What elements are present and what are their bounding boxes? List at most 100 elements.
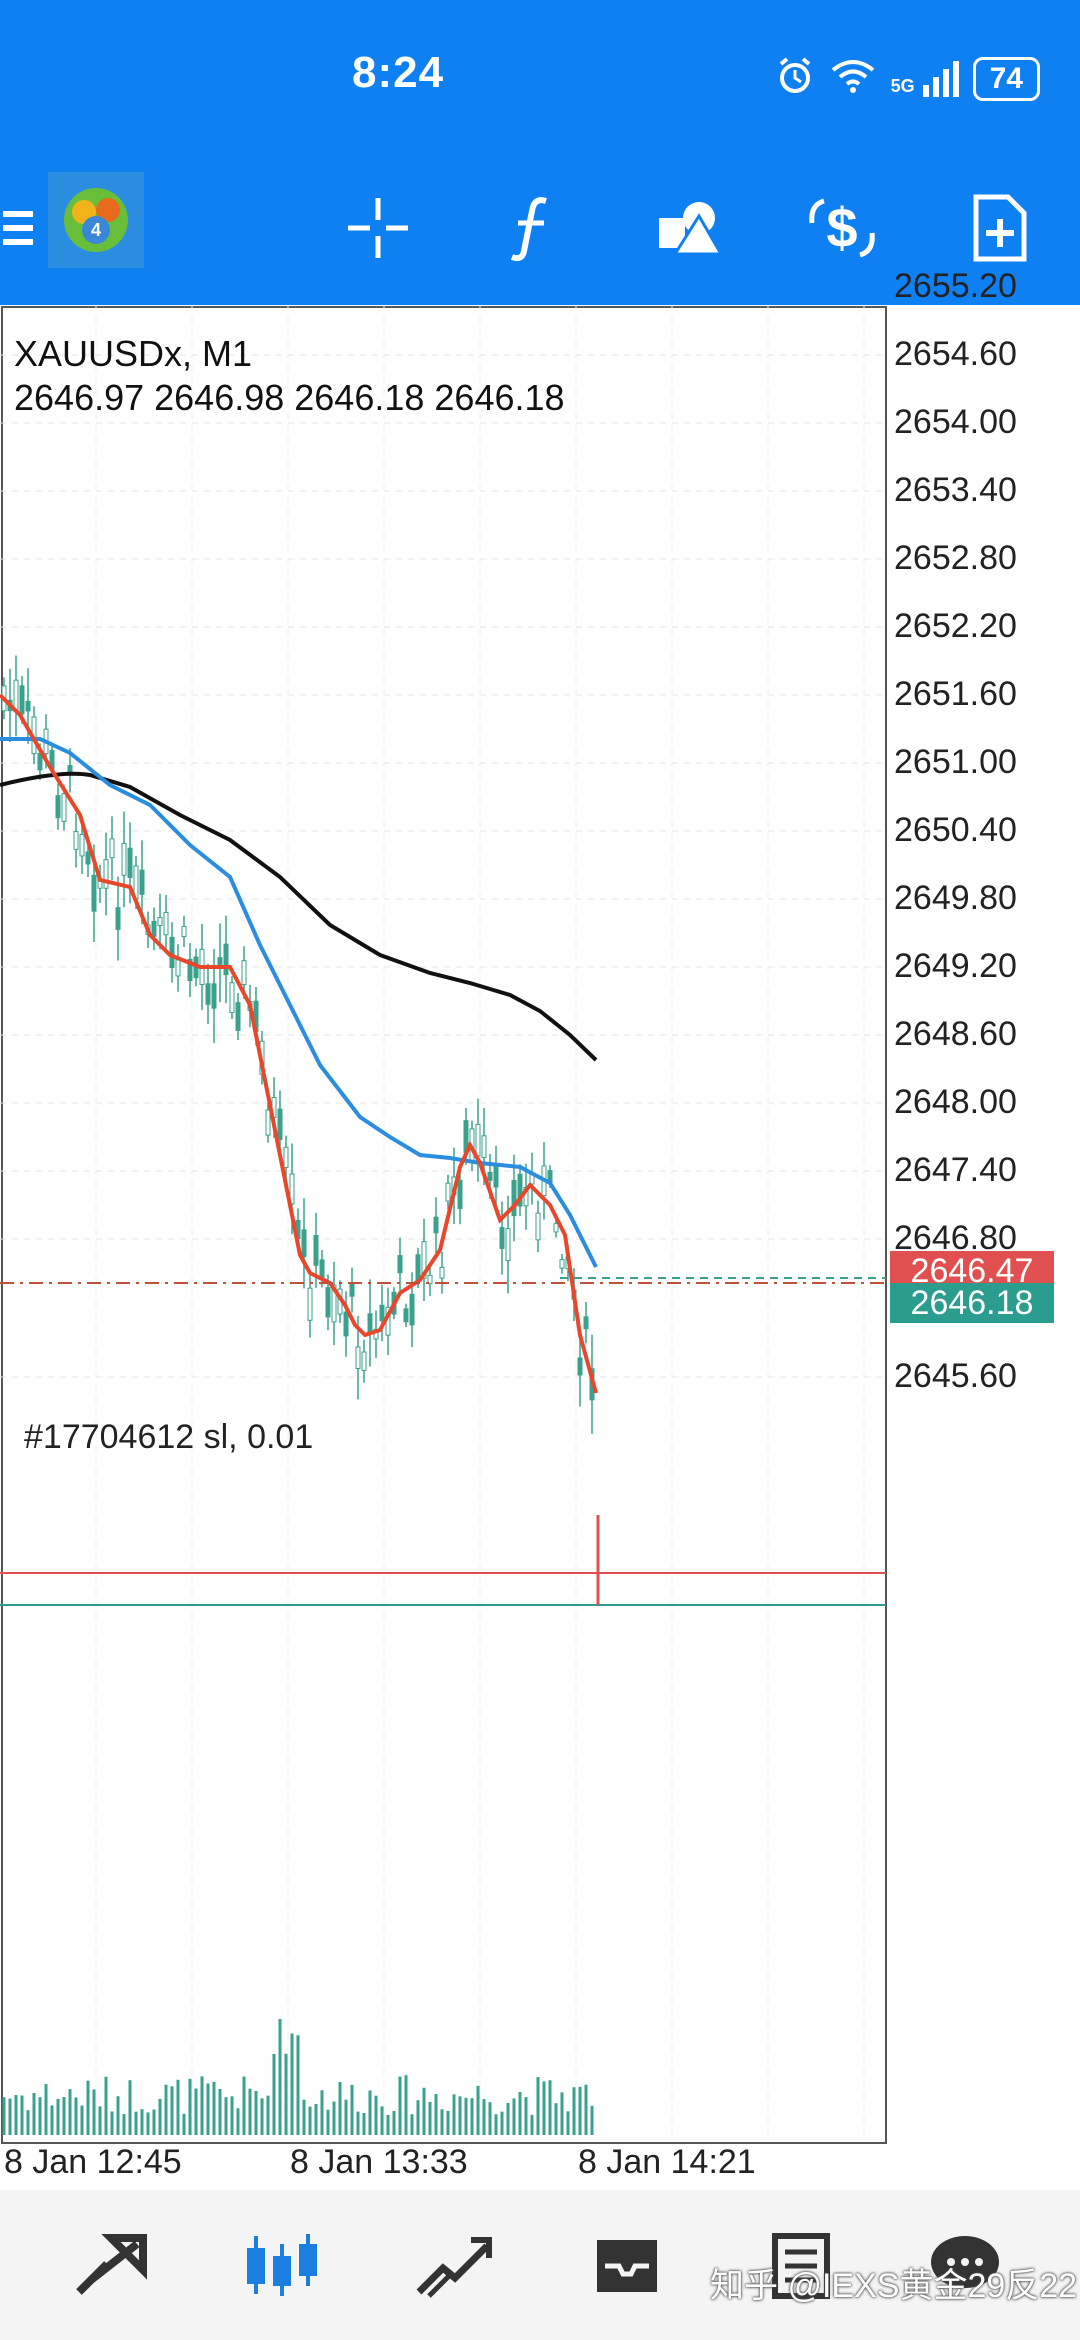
menu-icon[interactable] (0, 186, 70, 270)
volume-bar (482, 2099, 486, 2135)
candle-body (343, 1311, 349, 1337)
volume-bar (74, 2097, 78, 2135)
grid-lines (0, 286, 886, 2141)
candle-body (379, 1304, 385, 1322)
volume-bar (404, 2075, 408, 2135)
volume-bar (200, 2076, 204, 2135)
volume-bar (578, 2086, 582, 2135)
messages-tab-icon[interactable] (920, 2220, 1010, 2310)
mt4-logo: 4 (48, 172, 144, 268)
volume-bar (218, 2088, 222, 2135)
candle-body (421, 1241, 427, 1279)
chart-tab-icon[interactable] (236, 2220, 326, 2310)
time-label-3: 8 Jan 14:21 (578, 2143, 756, 2181)
volume-bar (464, 2097, 468, 2135)
volume-bar (542, 2081, 546, 2135)
volume-bar (158, 2098, 162, 2135)
alarm-icon (775, 56, 815, 101)
candle-body (445, 1182, 451, 1202)
order-label[interactable]: #17704612 sl, 0.01 (24, 1418, 314, 1456)
volume-bar (356, 2111, 360, 2135)
toolbar (0, 160, 1080, 305)
volume-bar (416, 2100, 420, 2135)
svg-text:4: 4 (91, 220, 101, 240)
volume-bar (284, 2053, 288, 2135)
candle-body (25, 700, 31, 712)
volume-bar (398, 2076, 402, 2135)
volume-bar (506, 2102, 510, 2135)
candle-body (235, 1002, 241, 1031)
volume-bar (560, 2092, 564, 2135)
price-axis-label: 2651.00 (894, 743, 1017, 781)
bid-price-tag: 2646.18 (890, 1283, 1054, 1323)
time-label-1: 8 Jan 12:45 (4, 2143, 182, 2181)
volume-bar (146, 2112, 150, 2135)
candle-body (187, 958, 193, 982)
volume-bar (266, 2095, 270, 2135)
volume-bar (116, 2096, 120, 2135)
bottom-nav (0, 2190, 1080, 2340)
time-label-2: 8 Jan 13:33 (290, 2143, 468, 2181)
volume-bar (530, 2114, 534, 2135)
indicators-icon[interactable] (490, 186, 574, 270)
price-axis-label: 2651.60 (894, 675, 1017, 713)
candle-body (211, 983, 217, 1009)
volume-bar (8, 2098, 12, 2135)
symbols-icon[interactable]: $ (800, 186, 884, 270)
volume-bar (38, 2097, 42, 2135)
volume-bar (422, 2087, 426, 2135)
volume-bar (98, 2106, 102, 2135)
volume-bar (128, 2080, 132, 2135)
candle-body (367, 1313, 373, 1333)
candle-body (493, 1163, 499, 1188)
signal-icon: 5G (891, 60, 959, 97)
crosshair-icon[interactable] (336, 186, 420, 270)
candle-body (313, 1235, 319, 1266)
trade-tab-icon[interactable] (408, 2220, 498, 2310)
volume-bar (248, 2088, 252, 2135)
candle-body (115, 907, 121, 930)
candles (1, 655, 595, 1434)
volume-bar (308, 2106, 312, 2135)
candle-body (103, 859, 109, 889)
ma-fast-line (0, 693, 598, 1394)
candle-body (19, 685, 25, 715)
volume-bar (512, 2098, 516, 2135)
volume-bar (242, 2076, 246, 2135)
candle-body (265, 1109, 271, 1136)
candle-body (403, 1308, 409, 1323)
volume-bar (290, 2033, 294, 2135)
new-order-icon[interactable] (958, 186, 1042, 270)
wifi-icon (829, 56, 877, 101)
candle-body (475, 1123, 481, 1157)
chart-area[interactable]: XAUUSDx, M1 2646.97 2646.98 2646.18 2646… (0, 267, 1080, 2145)
candle-body (535, 1212, 541, 1241)
candle-body (283, 1146, 289, 1168)
status-icons: 5G 74 (775, 56, 1040, 101)
price-chart[interactable] (0, 286, 1080, 2145)
news-tab-icon[interactable] (756, 2220, 846, 2310)
volume-bar (206, 2083, 210, 2135)
volume-bar (260, 2098, 264, 2135)
candle-body (109, 838, 115, 859)
volume-bar (452, 2094, 456, 2135)
volume-bar (110, 2111, 114, 2135)
volume-bar (380, 2106, 384, 2135)
volume-bar (176, 2079, 180, 2135)
volume-bar (2, 2097, 6, 2135)
chart-symbol: XAUUSDx, M1 (14, 333, 253, 374)
candle-body (139, 869, 145, 895)
quotes-tab-icon[interactable] (66, 2220, 156, 2310)
candle-body (409, 1293, 415, 1326)
volume-bar (320, 2090, 324, 2135)
volume-bar (68, 2089, 72, 2135)
price-axis-label: 2645.60 (894, 1357, 1017, 1395)
volume-bar (134, 2111, 138, 2135)
volume-bar (374, 2095, 378, 2135)
candle-body (229, 982, 235, 1013)
volume-bar (14, 2095, 18, 2135)
price-axis-label: 2655.20 (894, 267, 1017, 305)
candle-body (355, 1346, 361, 1369)
objects-icon[interactable] (648, 186, 732, 270)
history-tab-icon[interactable] (582, 2220, 672, 2310)
